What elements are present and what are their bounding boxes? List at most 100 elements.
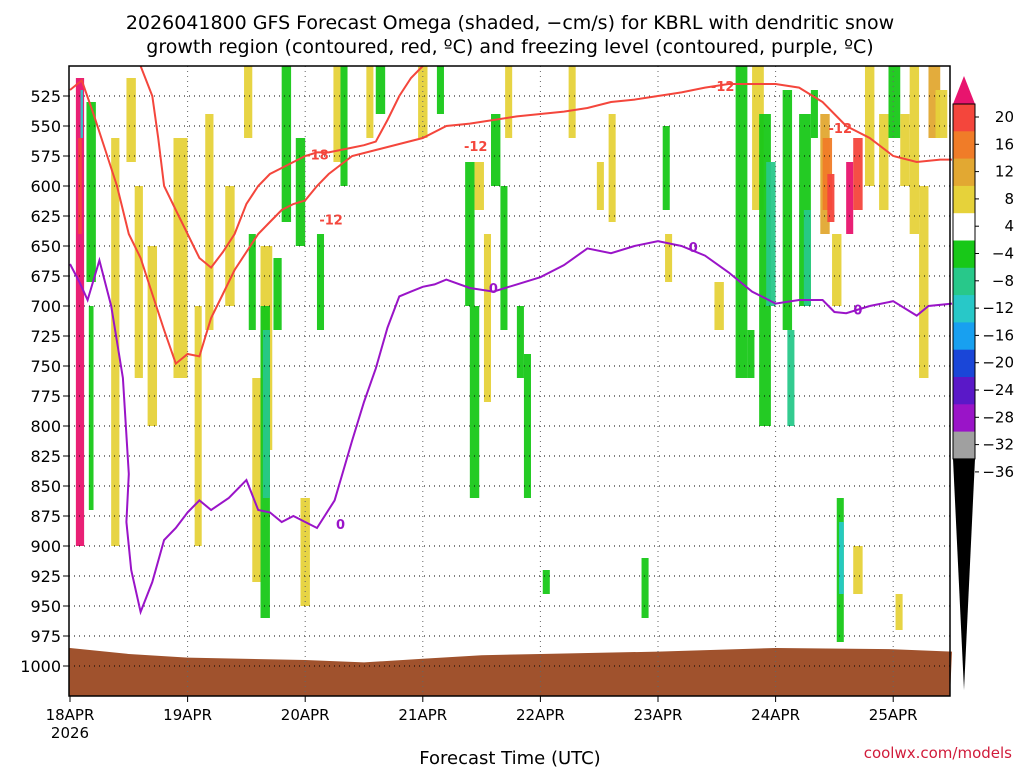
y-tick-label: 1000 <box>20 657 61 676</box>
y-tick-label: 675 <box>30 267 61 286</box>
purple-contour-label: 0 <box>689 241 698 256</box>
omega-shaded-cell <box>205 114 214 330</box>
colorbar-tick-label: 12 <box>995 163 1014 181</box>
omega-shaded-cell <box>244 66 253 138</box>
colorbar: 20 16 12 8 4 −4 −8 −12 −16 −20 −24 −28 −32 −36 <box>952 76 1014 690</box>
omega-shaded-cell <box>436 66 444 114</box>
red-contour-label: -12 <box>829 122 853 137</box>
omega-shaded-cell <box>88 306 94 510</box>
omega-shaded-cell <box>75 78 85 546</box>
x-axis-year-label: 2026 <box>51 724 89 742</box>
x-tick-label: 21APR <box>398 706 447 724</box>
omega-shaded-cell <box>248 234 256 330</box>
x-tick-label: 23APR <box>634 706 683 724</box>
x-tick-label: 19APR <box>163 706 212 724</box>
omega-shaded-cell <box>787 330 795 426</box>
omega-shaded-cell <box>935 90 948 138</box>
colorbar-tick-label: −4 <box>992 245 1014 263</box>
colorbar-tick-label: −8 <box>992 272 1014 290</box>
chart-title-line-2: growth region (contoured, red, ºC) and f… <box>146 36 873 58</box>
y-tick-label: 525 <box>30 87 61 106</box>
omega-shaded-cell <box>86 102 96 282</box>
red-contour-label: -12 <box>464 140 488 155</box>
contour-line-1 <box>69 78 952 366</box>
x-axis-title: Forecast Time (UTC) <box>419 748 600 768</box>
gridlines <box>69 66 950 696</box>
x-tick-label: 25APR <box>869 706 918 724</box>
y-tick-label: 725 <box>30 327 61 346</box>
omega-shaded-cell <box>516 306 524 378</box>
colorbar-tick-label: −20 <box>982 354 1014 372</box>
y-tick-label: 850 <box>30 477 61 496</box>
colorbar-tick-label: −24 <box>982 381 1014 399</box>
colorbar-bottom-arrow <box>953 458 975 690</box>
omega-shaded-cell <box>810 90 818 138</box>
x-tick-label: 20APR <box>281 706 330 724</box>
y-tick-label: 800 <box>30 417 61 436</box>
colorbar-swatch <box>953 131 975 160</box>
omega-shaded-cell <box>333 66 341 162</box>
omega-shaded-cell <box>465 162 475 306</box>
surface-terrain <box>69 648 952 696</box>
red-contour-label: -12 <box>711 80 735 95</box>
y-tick-label: 650 <box>30 237 61 256</box>
colorbar-tick-label: −12 <box>982 299 1014 317</box>
omega-shaded-cell <box>173 138 188 378</box>
y-tick-label: 600 <box>30 177 61 196</box>
omega-shaded-cell <box>483 234 492 402</box>
omega-shaded-cell <box>194 306 202 546</box>
omega-shaded-cell <box>608 114 616 222</box>
omega-shaded-cell <box>909 66 920 234</box>
chart-title-line-1: 2026041800 GFS Forecast Omega (shaded, −… <box>126 12 894 34</box>
y-tick-label: 700 <box>30 297 61 316</box>
omega-shaded-cell <box>759 114 771 426</box>
colorbar-swatch <box>953 104 975 132</box>
colorbar-tick-label: 4 <box>1004 217 1014 235</box>
contour-line-0 <box>69 240 953 616</box>
purple-contour-label: 0 <box>489 282 498 297</box>
colorbar-tick-label: 8 <box>1004 190 1014 208</box>
plot-area: -18 -12 -12 -12 -12 0 0 0 0 <box>68 65 953 697</box>
omega-shaded-cell <box>832 234 842 306</box>
colorbar-tick-label: 20 <box>995 108 1014 126</box>
y-tick-label: 975 <box>30 627 61 646</box>
omega-shaded-cell <box>846 162 854 234</box>
colorbar-swatch <box>953 267 975 296</box>
colorbar-swatch <box>953 349 975 378</box>
omega-shaded-cell <box>752 66 764 210</box>
omega-shaded-cell <box>853 138 863 210</box>
colorbar-swatch <box>953 322 975 351</box>
omega-shaded-cell <box>147 246 158 426</box>
omega-shaded-cell <box>888 66 901 138</box>
y-tick-label: 875 <box>30 507 61 526</box>
x-tick-label: 22APR <box>516 706 565 724</box>
omega-shaded-cell <box>375 66 386 114</box>
omega-shaded-cell <box>782 90 793 330</box>
omega-shaded-cell <box>505 66 513 138</box>
omega-shaded-cell <box>879 114 889 210</box>
colorbar-tick-label: −36 <box>982 463 1014 481</box>
omega-shaded-cell <box>252 378 261 582</box>
red-contour-label: -12 <box>319 213 343 228</box>
y-tick-label: 950 <box>30 597 61 616</box>
omega-shaded-cell <box>80 90 83 138</box>
omega-shaded-cell <box>316 234 325 330</box>
purple-contour-label: 0 <box>336 518 345 533</box>
colorbar-tick-label: −28 <box>982 408 1014 426</box>
omega-shaded-cell <box>273 258 282 330</box>
contour-lines <box>69 65 953 616</box>
y-tick-label: 625 <box>30 207 61 226</box>
omega-shaded-cell <box>895 594 903 630</box>
y-tick-label: 750 <box>30 357 61 376</box>
y-tick-label: 900 <box>30 537 61 556</box>
colorbar-swatch <box>953 240 975 269</box>
x-tick-label: 24APR <box>751 706 800 724</box>
omega-shaded-cell <box>839 522 844 594</box>
omega-shaded-cell <box>803 210 811 306</box>
omega-shaded-cell <box>596 162 604 210</box>
omega-shaded-cell <box>853 546 863 594</box>
x-axis: 18APR 19APR 20APR 21APR 22APR 23APR 24APR 25APR <box>46 696 918 724</box>
purple-contour-label: 0 <box>853 303 862 318</box>
contour-labels: -18 -12 -12 -12 -12 0 0 0 0 <box>305 80 862 533</box>
